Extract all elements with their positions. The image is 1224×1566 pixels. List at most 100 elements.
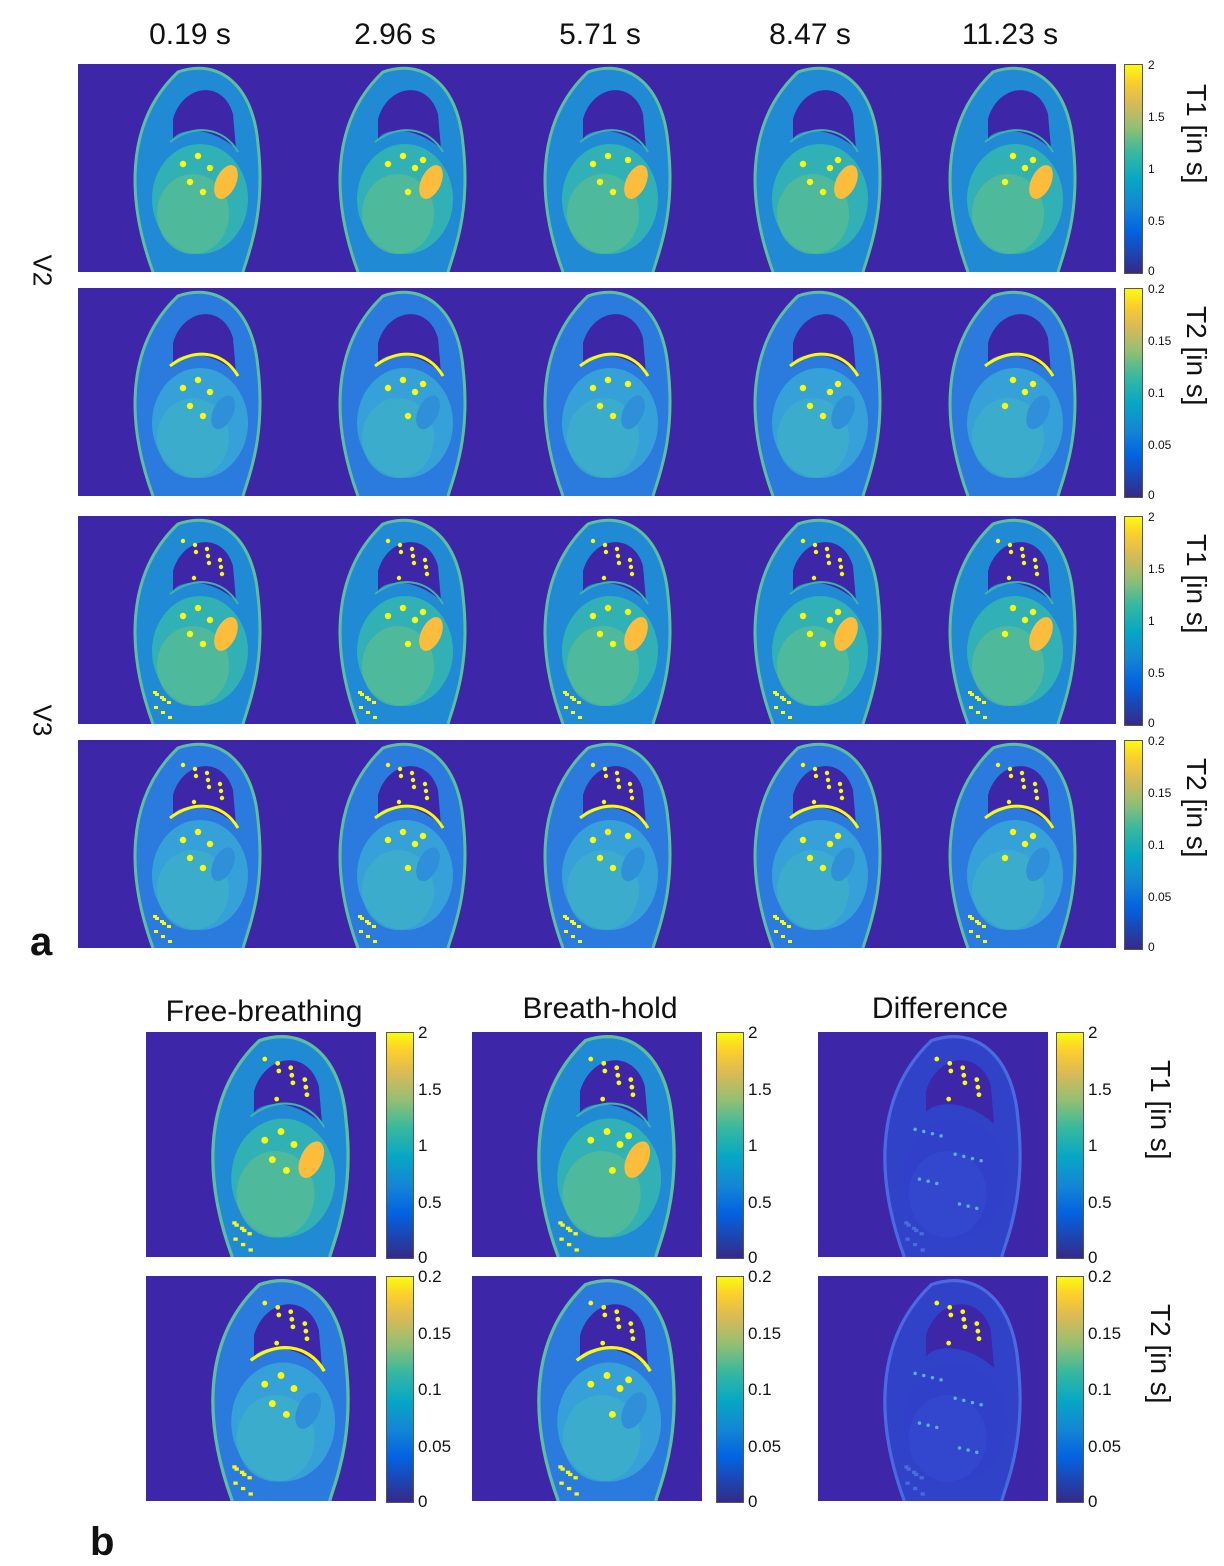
colorbar-tick: 0.15	[748, 1324, 782, 1343]
colorbar-tick: 0.2	[418, 1267, 442, 1286]
colorbar-tick: 2	[418, 1023, 428, 1042]
mri-slice	[537, 1279, 676, 1501]
colorbar-tick: 0	[1148, 264, 1155, 278]
map-strip-v2-t1	[78, 64, 1116, 272]
colorbar-label: T1 [in s]	[1181, 84, 1212, 184]
panel-letter-b: b	[90, 1520, 115, 1564]
colorbar-tick: 0	[1148, 940, 1155, 954]
colorbar-tick: 0	[418, 1492, 428, 1511]
map-tile-breath-hold-t1	[472, 1032, 702, 1257]
colorbar-tick: 0.15	[1148, 786, 1172, 800]
time-label: 2.96 s	[354, 18, 436, 51]
map-tile-free-breathing-t1	[146, 1032, 376, 1257]
mri-slice	[133, 66, 262, 272]
colorbar-tick: 0.05	[418, 1437, 452, 1456]
mri-slice	[133, 518, 262, 724]
mri-slice	[883, 1279, 1022, 1501]
colorbar-tick: 1	[1148, 614, 1155, 628]
mri-slice	[753, 742, 882, 948]
colorbar-tick: 0.1	[418, 1380, 442, 1399]
colorbar-tick: 1.5	[1148, 562, 1165, 576]
mri-slice	[543, 518, 672, 724]
colorbar	[1056, 1032, 1084, 1259]
colorbar-label: T1 [in s]	[1181, 534, 1212, 634]
colorbar-label: T2 [in s]	[1181, 306, 1212, 406]
colorbar	[386, 1032, 414, 1259]
time-label: 11.23 s	[961, 18, 1059, 51]
mri-slice	[948, 518, 1077, 724]
colorbar-tick: 0.5	[418, 1193, 442, 1212]
mri-slice	[338, 518, 467, 724]
colorbar-tick: 0	[748, 1492, 758, 1511]
colorbar	[1056, 1276, 1084, 1503]
colorbar-label: T2 [in s]	[1181, 758, 1212, 858]
colorbar-tick: 2	[1148, 510, 1155, 524]
colorbar	[386, 1276, 414, 1503]
colorbar-tick: 2	[1148, 58, 1155, 72]
time-label: 0.19 s	[149, 18, 231, 51]
colorbar-tick: 0.2	[1148, 282, 1165, 296]
map-tile-breath-hold-t2	[472, 1276, 702, 1501]
mri-slice	[338, 290, 467, 496]
colorbar-tick: 0.05	[1088, 1437, 1122, 1456]
colorbar-tick: 0.1	[1148, 386, 1165, 400]
mri-slice	[948, 742, 1077, 948]
map-strip-v2-t2	[78, 288, 1116, 496]
column-heading-free-breathing: Free-breathing	[165, 995, 363, 1028]
mri-slice	[543, 290, 672, 496]
colorbar-tick: 0	[418, 1248, 428, 1267]
colorbar-tick: 0.05	[748, 1437, 782, 1456]
colorbar-tick: 1.5	[1088, 1080, 1112, 1099]
colorbar-tick: 0.5	[1148, 214, 1165, 228]
colorbar-tick: 1	[1088, 1136, 1098, 1155]
column-heading-difference: Difference	[871, 992, 1009, 1025]
mri-slice	[948, 290, 1077, 496]
colorbar	[1124, 740, 1143, 950]
colorbar-tick: 0	[1088, 1248, 1098, 1267]
map-tile-difference-t1	[818, 1032, 1048, 1257]
map-tile-free-breathing-t2	[146, 1276, 376, 1501]
colorbar-tick: 0.1	[1088, 1380, 1112, 1399]
mri-slice	[338, 66, 467, 272]
colorbar-tick: 0.15	[1148, 334, 1172, 348]
map-strip-v3-t2	[78, 740, 1116, 948]
colorbar-tick: 0	[1088, 1492, 1098, 1511]
time-label: 8.47 s	[769, 18, 851, 51]
volunteer-label-v3: V3	[27, 704, 58, 737]
mri-slice	[883, 1035, 1022, 1257]
colorbar-label: T1 [in s]	[1145, 1060, 1176, 1160]
colorbar-tick: 1	[748, 1136, 758, 1155]
panel-letter-a: a	[30, 920, 53, 964]
colorbar-tick: 0.5	[1088, 1193, 1112, 1212]
colorbar-tick: 0.05	[1148, 438, 1172, 452]
colorbar-tick: 0.5	[1148, 666, 1165, 680]
colorbar-tick: 2	[1088, 1023, 1098, 1042]
colorbar-label: T2 [in s]	[1145, 1304, 1176, 1404]
colorbar	[716, 1032, 744, 1259]
colorbar-tick: 0.2	[748, 1267, 772, 1286]
colorbar-tick: 0.15	[1088, 1324, 1122, 1343]
colorbar-tick: 1.5	[1148, 110, 1165, 124]
mri-slice	[133, 742, 262, 948]
mri-slice	[537, 1035, 676, 1257]
colorbar-tick: 1	[1148, 162, 1155, 176]
colorbar-tick: 0	[748, 1248, 758, 1267]
mri-slice	[948, 66, 1077, 272]
colorbar-tick: 0.5	[748, 1193, 772, 1212]
mri-slice	[753, 66, 882, 272]
mri-slice	[543, 66, 672, 272]
colorbar-tick: 2	[748, 1023, 758, 1042]
colorbar	[1124, 516, 1143, 726]
colorbar-tick: 0	[1148, 488, 1155, 502]
colorbar-tick: 0.15	[418, 1324, 452, 1343]
colorbar-tick: 1	[418, 1136, 428, 1155]
mri-slice	[133, 290, 262, 496]
colorbar	[716, 1276, 744, 1503]
colorbar-tick: 0.05	[1148, 890, 1172, 904]
colorbar-tick: 0.2	[1088, 1267, 1112, 1286]
colorbar	[1124, 64, 1143, 274]
mri-slice	[211, 1279, 350, 1501]
colorbar-tick: 0.2	[1148, 734, 1165, 748]
column-heading-breath-hold: Breath-hold	[522, 992, 678, 1025]
map-tile-difference-t2	[818, 1276, 1048, 1501]
